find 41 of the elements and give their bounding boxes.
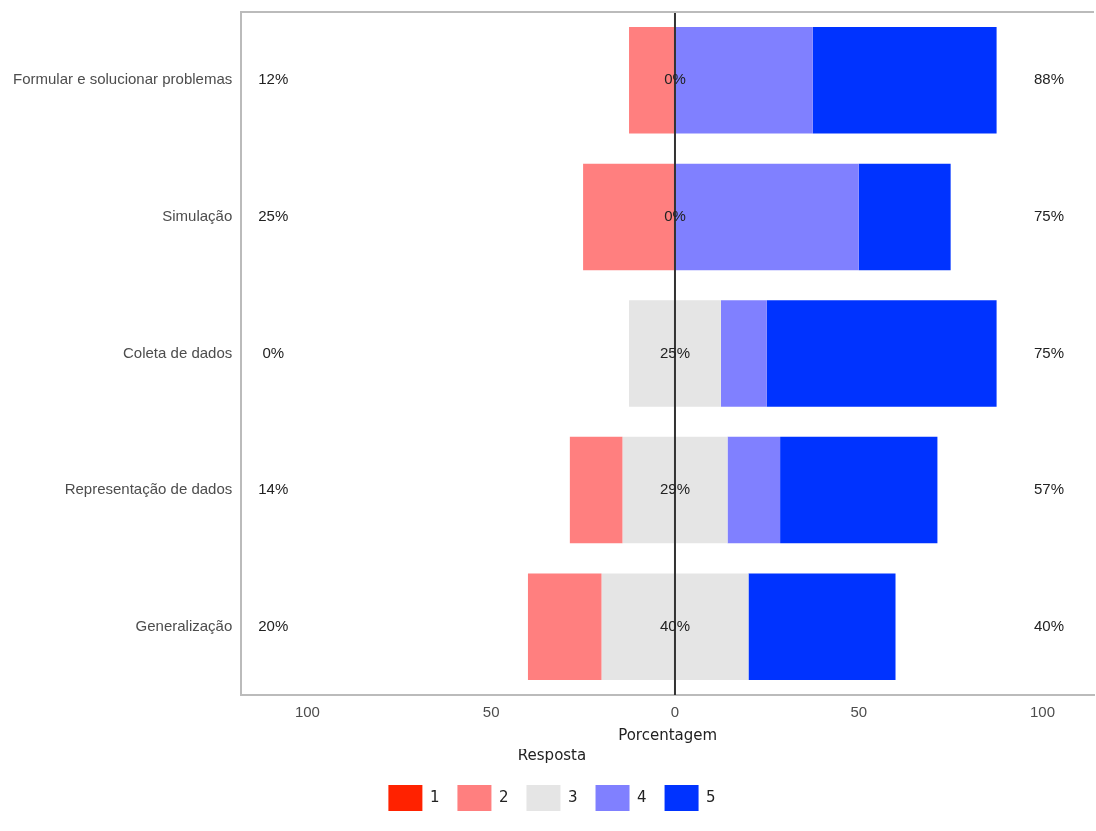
annotation: 0% xyxy=(664,70,686,88)
x-tick-label: 100 xyxy=(1030,703,1056,721)
bar xyxy=(858,163,951,271)
bar xyxy=(748,573,896,680)
legend-title: Resposta xyxy=(517,746,587,765)
bar xyxy=(766,300,997,407)
x-tick-label: 50 xyxy=(482,703,500,721)
y-tick-label: Coleta de dados xyxy=(123,343,233,361)
x-tick-label: 50 xyxy=(850,703,868,721)
annotation: 57% xyxy=(1033,480,1065,498)
annotation: 40% xyxy=(1033,616,1065,634)
annotation: 0% xyxy=(664,207,686,225)
x-tick-label: 0 xyxy=(670,703,680,721)
bar xyxy=(527,573,602,680)
y-tick-label: Generalização xyxy=(135,616,233,634)
legend-label: 3 xyxy=(567,787,578,806)
annotation: 75% xyxy=(1033,207,1065,225)
bar xyxy=(601,573,749,680)
y-tick-label: Formular e solucionar problemas xyxy=(12,70,233,88)
annotation: 75% xyxy=(1033,343,1065,361)
legend-label: 2 xyxy=(498,787,509,806)
legend-label: 4 xyxy=(637,787,647,806)
annotation: 12% xyxy=(258,70,289,88)
annotation: 88% xyxy=(1033,70,1065,88)
annotation: 25% xyxy=(258,207,289,225)
annotation: 20% xyxy=(258,616,289,634)
bar xyxy=(622,436,728,544)
annotation: 14% xyxy=(258,480,289,498)
bar xyxy=(720,300,767,407)
x-tick-label: 100 xyxy=(294,703,320,721)
legend-label: 1 xyxy=(429,787,440,806)
bar xyxy=(780,436,938,544)
x-axis-title: Porcentagem xyxy=(618,725,718,744)
bar xyxy=(569,436,623,544)
annotation: 0% xyxy=(262,343,285,361)
bar xyxy=(727,436,781,544)
legend-label: 5 xyxy=(706,787,716,806)
bar xyxy=(629,300,721,407)
y-tick-label: Simulação xyxy=(162,207,233,225)
y-tick-label: Representação de dados xyxy=(64,480,233,498)
bar xyxy=(812,27,997,134)
